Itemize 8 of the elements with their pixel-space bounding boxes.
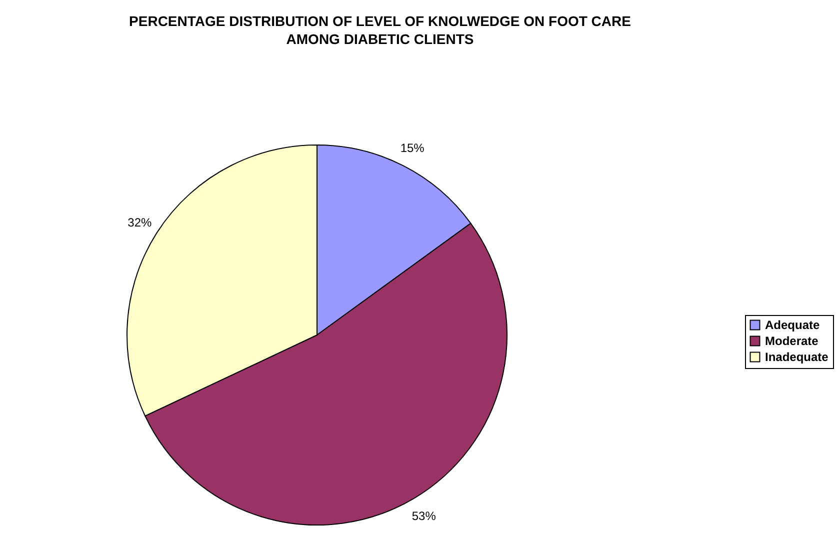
- legend-label: Adequate: [765, 318, 820, 332]
- text: PERCENTAGE DISTRIBUTION OF LEVEL OF KNOLWEDGE ON FOOT CARE: [129, 12, 631, 29]
- data-label: 15%: [400, 140, 425, 155]
- data-label: 32%: [128, 215, 152, 230]
- legend-label: Inadequate: [765, 350, 829, 364]
- legend-label: Moderate: [765, 334, 819, 348]
- text: AMONG DIABETIC CLIENTS: [286, 30, 474, 47]
- data-label: 53%: [412, 508, 436, 523]
